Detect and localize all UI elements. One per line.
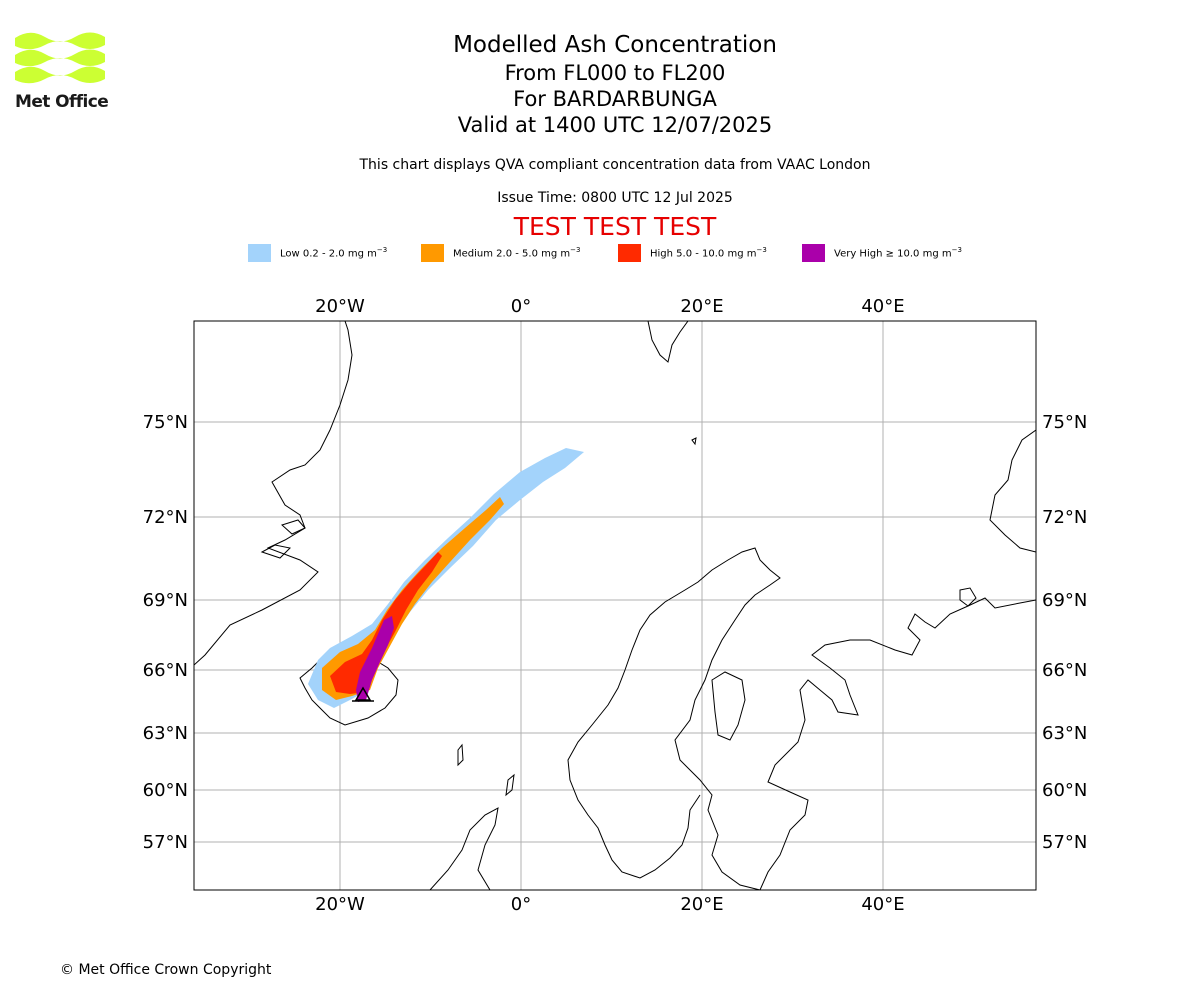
lat-labels-left: 75°N 72°N 69°N 66°N 63°N 60°N 57°N bbox=[143, 412, 188, 853]
lat-label: 63°N bbox=[143, 723, 188, 744]
legend-item-very-high: Very High ≥ 10.0 mg m−3 bbox=[802, 243, 962, 263]
lat-label: 66°N bbox=[1042, 660, 1087, 681]
lon-labels-top: 20°W 0° 20°E 40°E bbox=[315, 296, 904, 317]
chart-subtitle: This chart displays QVA compliant concen… bbox=[359, 157, 871, 173]
legend-label-low: Low 0.2 - 2.0 mg m bbox=[280, 248, 377, 260]
title-line-2: From FL000 to FL200 bbox=[504, 61, 726, 85]
lat-label: 60°N bbox=[143, 780, 188, 801]
legend-swatch-low bbox=[248, 244, 271, 262]
legend-label-very-high: Very High ≥ 10.0 mg m bbox=[834, 248, 952, 260]
lon-label: 0° bbox=[511, 296, 531, 317]
lat-labels-right: 75°N 72°N 69°N 66°N 63°N 60°N 57°N bbox=[1042, 412, 1087, 853]
gridlines bbox=[194, 321, 1036, 890]
lat-label: 69°N bbox=[1042, 590, 1087, 611]
title-line-4: Valid at 1400 UTC 12/07/2025 bbox=[457, 113, 773, 137]
legend-swatch-medium bbox=[421, 244, 444, 262]
lat-label: 66°N bbox=[143, 660, 188, 681]
scandinavia-coast bbox=[759, 597, 1036, 890]
volcano-triangle-icon bbox=[352, 686, 374, 702]
copyright-notice: © Met Office Crown Copyright bbox=[60, 962, 272, 978]
lon-label: 20°W bbox=[315, 894, 365, 915]
lat-label: 69°N bbox=[143, 590, 188, 611]
logo-text: Met Office bbox=[15, 92, 109, 112]
issue-time: Issue Time: 0800 UTC 12 Jul 2025 bbox=[497, 190, 733, 206]
legend-item-low: Low 0.2 - 2.0 mg m−3 bbox=[248, 243, 387, 263]
lat-label: 63°N bbox=[1042, 723, 1087, 744]
lon-labels-bottom: 20°W 0° 20°E 40°E bbox=[315, 894, 904, 915]
lon-label: 20°E bbox=[680, 894, 723, 915]
legend-swatch-high bbox=[618, 244, 641, 262]
shetland-coast bbox=[505, 773, 515, 797]
lon-label: 20°E bbox=[680, 296, 723, 317]
chart-title: Modelled Ash Concentration From FL000 to… bbox=[340, 30, 890, 138]
title-line-1: Modelled Ash Concentration bbox=[453, 32, 777, 58]
legend-swatch-very-high bbox=[802, 244, 825, 262]
lat-label: 75°N bbox=[1042, 412, 1087, 433]
lon-label: 40°E bbox=[861, 894, 904, 915]
svalbard-coast bbox=[647, 321, 689, 363]
lat-label: 57°N bbox=[1042, 832, 1087, 853]
lon-label: 0° bbox=[511, 894, 531, 915]
greenland-coast bbox=[194, 321, 353, 666]
lat-label: 72°N bbox=[143, 507, 188, 528]
met-office-logo-icon bbox=[15, 32, 105, 84]
title-line-3: For BARDARBUNGA bbox=[513, 87, 717, 111]
test-banner: TEST TEST TEST bbox=[513, 212, 717, 241]
lat-label: 60°N bbox=[1042, 780, 1087, 801]
legend-item-high: High 5.0 - 10.0 mg m−3 bbox=[618, 243, 767, 263]
lat-label: 57°N bbox=[143, 832, 188, 853]
ash-very-high-zone bbox=[356, 616, 394, 702]
coastlines bbox=[194, 321, 1036, 890]
map-frame bbox=[193, 320, 1037, 891]
lat-label: 72°N bbox=[1042, 507, 1087, 528]
lon-label: 40°E bbox=[861, 296, 904, 317]
legend-label-high: High 5.0 - 10.0 mg m bbox=[650, 248, 757, 260]
ash-plume bbox=[308, 448, 584, 708]
legend: Low 0.2 - 2.0 mg m−3 Medium 2.0 - 5.0 mg… bbox=[0, 243, 1200, 265]
lat-label: 75°N bbox=[143, 412, 188, 433]
legend-label-medium: Medium 2.0 - 5.0 mg m bbox=[453, 248, 571, 260]
lon-label: 20°W bbox=[315, 296, 365, 317]
legend-item-medium: Medium 2.0 - 5.0 mg m−3 bbox=[421, 243, 580, 263]
